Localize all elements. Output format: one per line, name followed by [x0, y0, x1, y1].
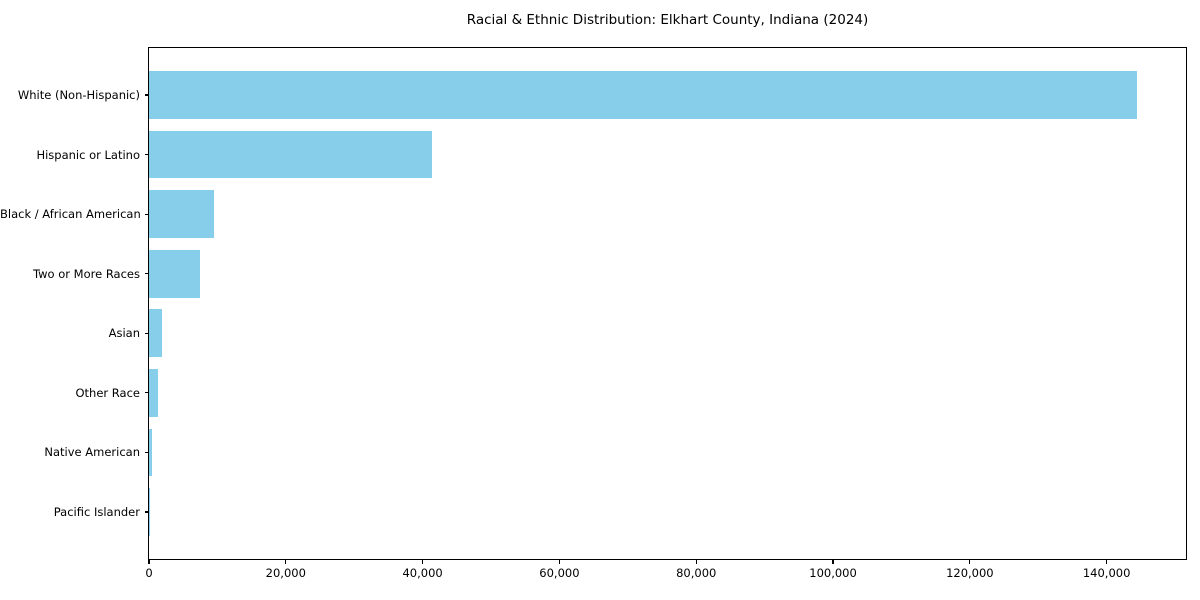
- chart-title: Racial & Ethnic Distribution: Elkhart Co…: [466, 12, 869, 28]
- y-tick-label: Hispanic or Latino: [36, 147, 140, 162]
- x-tick-mark: [558, 559, 560, 564]
- y-tick-mark: [144, 94, 149, 96]
- bar: [149, 71, 1138, 119]
- x-tick-label: 60,000: [539, 566, 580, 580]
- bar: [149, 428, 153, 477]
- y-tick-label: Pacific Islander: [53, 504, 140, 519]
- x-tick-label: 120,000: [946, 566, 994, 580]
- y-tick-label: Other Race: [75, 385, 141, 400]
- x-tick-label: 100,000: [809, 566, 857, 580]
- x-tick-mark: [695, 559, 697, 564]
- y-tick-label: Native American: [44, 445, 140, 460]
- x-tick-mark: [832, 559, 834, 564]
- x-tick-label: 80,000: [676, 566, 717, 580]
- y-tick-mark: [144, 511, 149, 513]
- x-tick-mark: [969, 559, 971, 564]
- y-tick-mark: [144, 154, 149, 156]
- y-tick-label: Asian: [108, 326, 140, 341]
- bar: [149, 309, 162, 358]
- x-tick-label: 140,000: [1082, 566, 1131, 580]
- bar: [149, 369, 158, 417]
- bar: [149, 190, 214, 238]
- bar: [149, 249, 200, 298]
- x-tick-label: 0: [145, 566, 153, 580]
- x-tick-mark: [148, 559, 150, 564]
- plot-border: [148, 47, 1187, 560]
- x-tick-label: 20,000: [265, 566, 306, 580]
- y-tick-mark: [144, 213, 149, 215]
- y-tick-mark: [144, 392, 149, 394]
- x-tick-mark: [285, 559, 287, 564]
- bar: [149, 130, 433, 179]
- y-tick-label: Black / African American: [0, 207, 141, 222]
- y-tick-label: White (Non-Hispanic): [17, 88, 140, 103]
- x-tick-label: 40,000: [402, 566, 443, 580]
- y-tick-label: Two or More Races: [33, 266, 140, 281]
- x-tick-mark: [422, 559, 424, 564]
- y-tick-mark: [144, 273, 149, 275]
- y-tick-mark: [144, 451, 149, 453]
- x-tick-mark: [1106, 559, 1108, 564]
- y-tick-mark: [144, 332, 149, 334]
